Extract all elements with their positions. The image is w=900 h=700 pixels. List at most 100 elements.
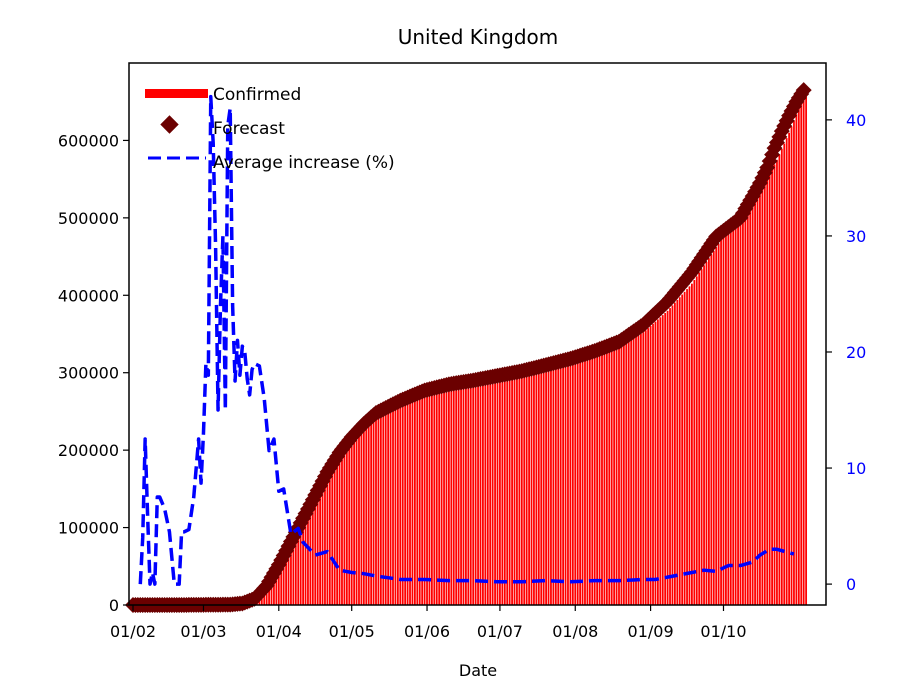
confirmed-bar: [695, 276, 698, 605]
confirmed-bar: [326, 473, 329, 605]
y-tick-label: 500000: [58, 209, 119, 228]
confirmed-bar: [299, 524, 302, 605]
confirmed-bar: [717, 243, 720, 605]
y-axis-right: 0 10 20 30 40: [826, 111, 866, 594]
legend-swatch-confirmed: [145, 89, 208, 98]
confirmed-bar: [635, 336, 637, 605]
confirmed-bar: [457, 384, 460, 605]
confirmed-bar: [513, 374, 516, 605]
confirmed-bar: [370, 419, 373, 605]
confirmed-bar: [540, 368, 543, 605]
confirmed-bar: [523, 372, 526, 605]
confirmed-bar: [771, 169, 773, 605]
confirmed-bar: [362, 425, 365, 605]
confirmed-bar: [744, 206, 747, 605]
y-tick-label: 100000: [58, 519, 119, 538]
legend-label-forecast: Forecast: [213, 119, 285, 139]
confirmed-bar: [601, 353, 603, 605]
average-increase-series: [138, 94, 795, 586]
confirmed-bar: [448, 385, 450, 605]
confirmed-bar: [584, 358, 586, 605]
confirmed-bar: [382, 411, 385, 605]
x-tick-label: 01/08: [552, 622, 598, 641]
confirmed-bar: [341, 450, 343, 605]
confirmed-bar: [494, 377, 496, 605]
confirmed-bar: [664, 312, 667, 605]
confirmed-bar: [413, 396, 416, 605]
confirmed-bar: [756, 193, 759, 605]
confirmed-bar: [394, 404, 397, 605]
confirmed-bar: [557, 364, 560, 605]
confirmed-bar: [452, 384, 455, 605]
confirmed-bar: [375, 415, 377, 605]
confirmed-bar: [642, 332, 645, 605]
confirmed-bar: [683, 291, 686, 605]
confirmed-bar: [654, 321, 657, 605]
confirmed-bar: [435, 388, 438, 605]
confirmed-bar: [290, 543, 292, 605]
confirmed-bar: [588, 357, 591, 605]
confirmed-bar: [581, 359, 584, 605]
confirmed-bar: [304, 515, 307, 605]
confirmed-bar: [489, 378, 492, 605]
x-tick-label: 01/04: [256, 622, 302, 641]
confirmed-bar: [328, 469, 331, 605]
y-tick-label: 0: [109, 596, 119, 615]
confirmed-bar: [622, 344, 625, 605]
x-tick-label: 01/03: [180, 622, 226, 641]
confirmed-bar: [768, 173, 771, 605]
confirmed-bar: [389, 407, 392, 605]
confirmed-bar: [705, 261, 708, 605]
confirmed-bar: [401, 401, 404, 605]
confirmed-bar: [669, 308, 671, 605]
confirmed-bar: [632, 338, 635, 605]
confirmed-bar: [421, 393, 424, 605]
y-tick-label: 200000: [58, 441, 119, 460]
confirmed-bar: [618, 347, 620, 605]
confirmed-bar: [428, 390, 431, 605]
confirmed-bar: [754, 197, 756, 605]
y-tick-label: 600000: [58, 131, 119, 150]
confirmed-bar: [712, 250, 715, 606]
confirmed-bar: [613, 348, 616, 605]
confirmed-bar: [297, 529, 300, 605]
confirmed-bar: [686, 289, 688, 605]
confirmed-bar: [574, 361, 577, 605]
confirmed-bar: [455, 384, 458, 605]
confirmed-bar: [367, 421, 370, 605]
confirmed-bar: [528, 371, 530, 605]
confirmed-bar: [280, 562, 283, 605]
x-axis-label: Date: [459, 661, 497, 680]
confirmed-bar: [358, 430, 360, 605]
confirmed-bar: [795, 114, 798, 605]
y2-tick-label: 10: [846, 459, 866, 478]
confirmed-bar: [511, 374, 513, 605]
confirmed-bar: [292, 538, 295, 605]
confirmed-bar: [691, 283, 693, 605]
confirmed-bar: [331, 465, 334, 605]
confirmed-bar: [778, 154, 781, 605]
confirmed-bar: [661, 315, 664, 605]
confirmed-bar: [324, 478, 326, 605]
confirmed-bar: [627, 341, 630, 605]
confirmed-bar: [739, 210, 742, 606]
confirmed-bar: [790, 126, 793, 606]
confirmed-bar: [562, 364, 565, 605]
confirmed-bar: [426, 391, 428, 605]
confirmed-bar: [793, 120, 795, 606]
confirmed-bar: [372, 417, 375, 605]
confirmed-bar: [625, 342, 628, 605]
y-tick-label: 300000: [58, 364, 119, 383]
confirmed-bar: [520, 372, 523, 605]
confirmed-bar: [314, 496, 317, 605]
confirmed-bar: [348, 441, 351, 605]
y2-tick-label: 40: [846, 111, 866, 130]
confirmed-bar: [630, 339, 633, 605]
confirmed-bar: [309, 505, 312, 605]
confirmed-bar: [567, 363, 569, 605]
confirmed-bar: [788, 132, 790, 605]
confirmed-bar: [749, 202, 752, 605]
confirmed-bar: [499, 376, 501, 605]
confirmed-bar: [275, 572, 278, 605]
confirmed-bar: [676, 299, 679, 605]
